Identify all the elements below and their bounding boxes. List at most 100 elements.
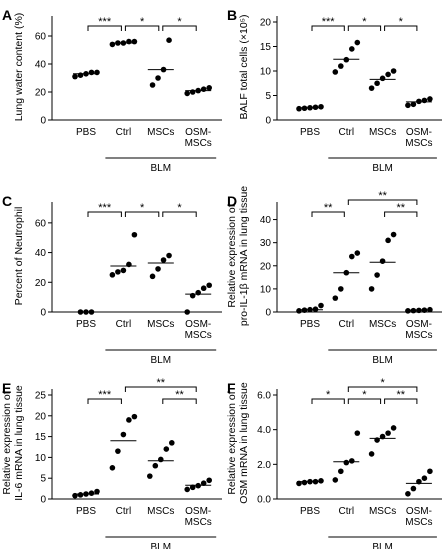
data-point [368,451,375,457]
x-tick-label: Ctrl [339,127,355,138]
x-tick-label: OSM- [185,506,211,517]
y-tick-label: 0 [265,308,271,319]
data-point [410,101,417,108]
x-tick-label: Ctrl [116,506,132,517]
data-point [200,86,207,92]
data-point [126,38,132,45]
significance-label: * [140,202,145,214]
data-point [296,105,302,112]
y-tick-label: 20 [35,88,47,99]
data-point [410,485,417,492]
significance-label: * [177,202,182,214]
significance-bracket [124,25,160,31]
x-tick-label: MSCs [185,330,212,341]
data-point [200,480,207,486]
data-point [318,302,324,309]
y-tick-label: 10 [35,453,47,464]
y-axis-label: Lung water content (%) [13,13,25,122]
data-point [152,462,159,469]
data-point [349,458,355,464]
data-point [390,68,397,74]
x-tick-label: PBS [300,319,320,330]
significance-label: * [362,16,367,28]
y-tick-label: 5 [265,91,271,102]
data-point [72,73,78,80]
x-tick-label: MSCs [405,517,432,528]
x-tick-label: MSCs [369,319,396,330]
y-tick-label: 60 [35,218,47,229]
x-tick-label: MSCs [147,319,174,330]
data-point [126,417,132,423]
x-tick-label: OSM- [406,506,432,517]
significance-bracket [347,25,382,31]
x-tick-label: MSCs [185,517,212,528]
panel-A: A 0 20 40 60 Lung water content (%) PBS Ctrl MSC… [2,7,222,174]
data-point [421,475,428,482]
data-point [427,96,433,102]
x-tick-label: PBS [300,127,320,138]
data-point [206,282,212,289]
data-point [332,295,339,301]
x-tick-label: MSCs [147,127,174,138]
data-point [405,491,411,497]
significance-label: ** [396,202,405,214]
data-point [109,41,116,48]
y-tick-label: 40 [35,60,47,71]
data-point [405,308,411,314]
significance-bracket [162,211,197,217]
y-axis-label: Percent of Neutrophil [13,207,25,306]
data-point [318,103,324,110]
significance-bracket [384,25,418,31]
significance-label: ** [324,202,333,214]
significance-bracket [311,211,345,217]
data-point [163,446,170,452]
y-tick-label: 4.0 [257,425,271,436]
y-tick-label: 0.0 [257,495,271,506]
data-point [120,267,127,274]
data-point [354,250,361,256]
x-tick-label: OSM- [185,127,211,138]
data-point [354,430,361,436]
significance-label: * [380,377,385,389]
panel-F: F 0.0 2.0 4.0 6.0 Relative expression of OSM m… [226,377,442,549]
data-point [349,46,355,52]
data-point [368,286,375,292]
data-point [338,63,344,69]
data-point [184,90,190,97]
panel-letter: F [227,380,236,396]
y-tick-label: 0 [40,495,46,506]
y-axis-label: IL-6 mRNA in lung tissue [13,385,25,501]
significance-bracket [384,211,418,217]
y-tick-label: 10 [260,67,272,78]
data-point [332,69,339,75]
panel-letter: E [2,380,11,396]
significance-bracket [347,398,382,404]
significance-label: ** [157,377,166,389]
group-label: BLM [151,542,172,549]
significance-label: *** [322,16,336,28]
x-tick-label: MSCs [405,138,432,149]
group-label: BLM [151,355,172,366]
y-tick-label: 10 [260,284,272,295]
data-point [94,69,100,76]
significance-bracket [162,25,197,31]
data-point [301,479,308,486]
significance-label: *** [98,202,112,214]
data-point [318,478,324,484]
significance-bracket [311,398,345,404]
data-point [385,71,391,78]
y-tick-label: 30 [260,238,272,249]
x-tick-label: OSM- [185,319,211,330]
y-tick-label: 0 [40,308,46,319]
x-tick-label: OSM- [406,319,432,330]
panel-C: C 0 20 40 60 Percent of Neutrophil PBS Ctrl MSCs… [2,193,222,366]
data-point [155,266,161,272]
y-axis-label: BALF total cells (×10⁵) [238,14,250,119]
x-tick-label: PBS [76,127,96,138]
data-point [385,237,391,244]
data-point [109,272,116,278]
y-tick-label: 40 [260,215,272,226]
y-tick-label: 60 [35,32,47,43]
data-point [354,39,361,46]
x-tick-label: OSM- [406,127,432,138]
